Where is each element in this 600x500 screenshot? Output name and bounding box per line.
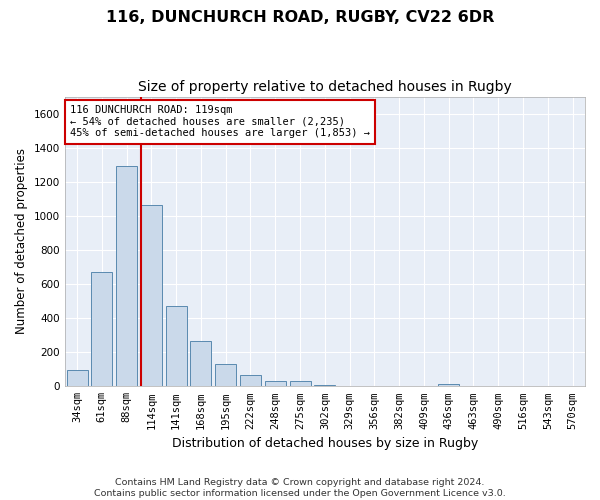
Text: Contains HM Land Registry data © Crown copyright and database right 2024.
Contai: Contains HM Land Registry data © Crown c… [94, 478, 506, 498]
Bar [265, 380, 286, 386]
Bar [314, 384, 335, 386]
Bar [190, 341, 211, 386]
Y-axis label: Number of detached properties: Number of detached properties [15, 148, 28, 334]
Text: 116 DUNCHURCH ROAD: 119sqm
← 54% of detached houses are smaller (2,235)
45% of s: 116 DUNCHURCH ROAD: 119sqm ← 54% of deta… [70, 105, 370, 138]
Bar [166, 306, 187, 386]
Bar [215, 364, 236, 386]
Bar [438, 384, 459, 386]
Bar [240, 375, 261, 386]
Text: 116, DUNCHURCH ROAD, RUGBY, CV22 6DR: 116, DUNCHURCH ROAD, RUGBY, CV22 6DR [106, 10, 494, 25]
Bar [67, 370, 88, 386]
Bar [141, 205, 162, 386]
X-axis label: Distribution of detached houses by size in Rugby: Distribution of detached houses by size … [172, 437, 478, 450]
Bar [116, 166, 137, 386]
Bar [91, 272, 112, 386]
Bar [290, 380, 311, 386]
Title: Size of property relative to detached houses in Rugby: Size of property relative to detached ho… [138, 80, 512, 94]
